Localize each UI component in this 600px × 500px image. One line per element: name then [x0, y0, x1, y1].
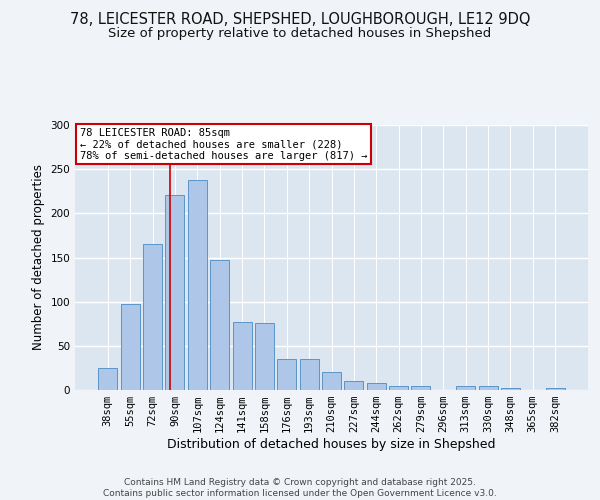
Bar [501, 388, 520, 390]
Bar [344, 381, 364, 390]
Bar [188, 180, 207, 390]
Text: Contains HM Land Registry data © Crown copyright and database right 2025.
Contai: Contains HM Land Registry data © Crown c… [103, 478, 497, 498]
Bar [479, 386, 497, 390]
Bar [299, 359, 319, 390]
Bar [210, 260, 229, 390]
Bar [98, 368, 118, 390]
Bar [456, 386, 475, 390]
Bar [255, 323, 274, 390]
Bar [322, 372, 341, 390]
X-axis label: Distribution of detached houses by size in Shepshed: Distribution of detached houses by size … [167, 438, 496, 451]
Bar [545, 388, 565, 390]
Text: Size of property relative to detached houses in Shepshed: Size of property relative to detached ho… [109, 28, 491, 40]
Text: 78, LEICESTER ROAD, SHEPSHED, LOUGHBOROUGH, LE12 9DQ: 78, LEICESTER ROAD, SHEPSHED, LOUGHBOROU… [70, 12, 530, 28]
Y-axis label: Number of detached properties: Number of detached properties [32, 164, 45, 350]
Bar [233, 322, 251, 390]
Bar [412, 386, 430, 390]
Bar [277, 359, 296, 390]
Bar [166, 195, 184, 390]
Text: 78 LEICESTER ROAD: 85sqm
← 22% of detached houses are smaller (228)
78% of semi-: 78 LEICESTER ROAD: 85sqm ← 22% of detach… [80, 128, 368, 161]
Bar [121, 304, 140, 390]
Bar [389, 386, 408, 390]
Bar [143, 244, 162, 390]
Bar [367, 383, 386, 390]
